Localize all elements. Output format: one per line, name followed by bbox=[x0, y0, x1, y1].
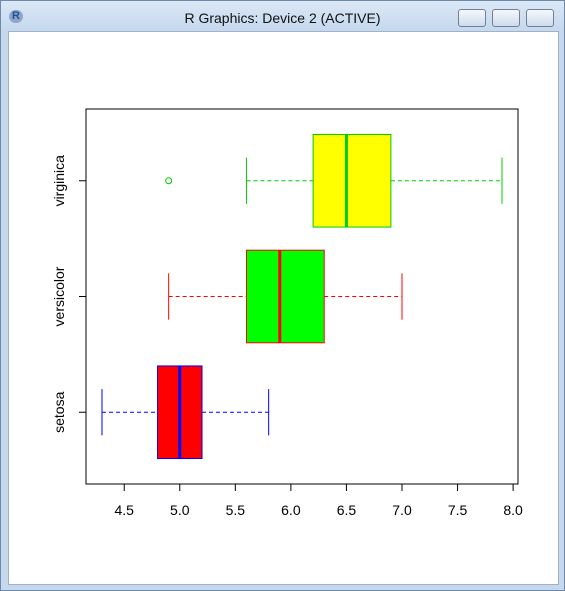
outlier bbox=[165, 177, 173, 185]
x-tick-label: 6.0 bbox=[281, 502, 301, 518]
x-tick-label: 4.5 bbox=[114, 502, 134, 518]
x-tick-label: 7.5 bbox=[448, 502, 468, 518]
chart: 4.5 5.0 5.5 6.0 6.5 7.0 7.5 8.0 setosa versicolor… bbox=[51, 108, 523, 518]
y-tick-label: versicolor bbox=[51, 266, 67, 326]
box bbox=[245, 249, 325, 344]
close-button[interactable] bbox=[526, 9, 554, 27]
minimize-button[interactable] bbox=[458, 9, 486, 27]
graphics-device: 4.5 5.0 5.5 6.0 6.5 7.0 7.5 8.0 setosa versicolor… bbox=[8, 31, 559, 585]
x-tick-label: 7.0 bbox=[392, 502, 412, 518]
x-tick-label: 5.5 bbox=[226, 502, 246, 518]
x-tick-label: 8.0 bbox=[503, 502, 523, 518]
app-icon: R bbox=[9, 10, 23, 23]
maximize-button[interactable] bbox=[492, 9, 520, 27]
x-tick-label: 6.5 bbox=[337, 502, 357, 518]
y-tick-label: virginica bbox=[51, 155, 67, 207]
y-tick-label: setosa bbox=[51, 391, 67, 432]
window-title: R Graphics: Device 2 (ACTIVE) bbox=[184, 10, 381, 26]
box bbox=[312, 133, 392, 228]
x-tick-label: 5.0 bbox=[170, 502, 190, 518]
